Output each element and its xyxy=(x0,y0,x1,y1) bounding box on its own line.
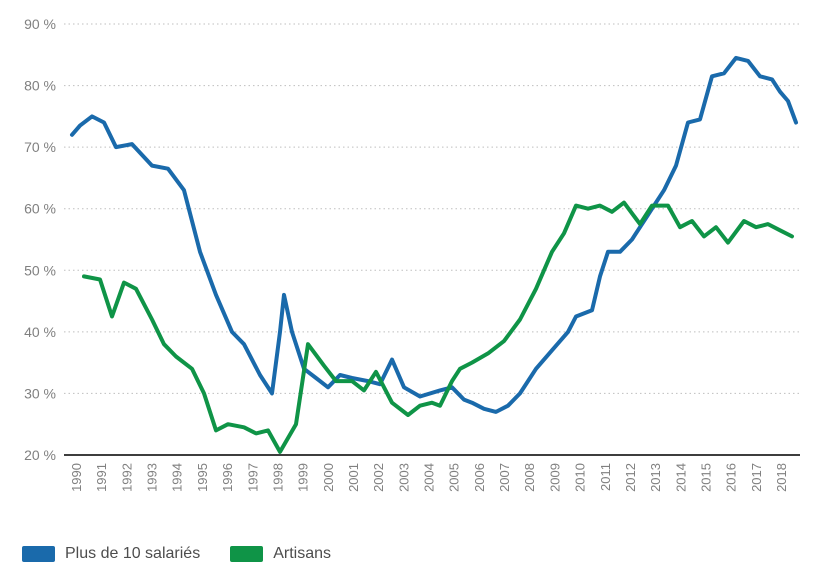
x-tick-label-2013: 2013 xyxy=(648,463,663,492)
legend-item-series-2: Artisans xyxy=(230,545,331,563)
x-tick-label-1995: 1995 xyxy=(195,463,210,492)
y-tick-label-40: 40 % xyxy=(24,324,56,340)
x-tick-label-1998: 1998 xyxy=(270,463,285,492)
x-tick-label-2010: 2010 xyxy=(573,463,588,492)
x-tick-label-1993: 1993 xyxy=(145,463,160,492)
y-tick-label-50: 50 % xyxy=(24,262,56,278)
x-tick-label-1994: 1994 xyxy=(170,463,185,492)
y-tick-label-80: 80 % xyxy=(24,78,56,94)
y-tick-label-30: 30 % xyxy=(24,385,56,401)
x-tick-label-1991: 1991 xyxy=(94,463,109,492)
legend-label-series-2: Artisans xyxy=(273,545,331,562)
x-tick-label-2000: 2000 xyxy=(321,463,336,492)
y-tick-label-60: 60 % xyxy=(24,201,56,217)
x-tick-label-1990: 1990 xyxy=(69,463,84,492)
legend-swatch-series-2 xyxy=(230,546,264,562)
series-line-1 xyxy=(70,55,798,414)
x-tick-label-1996: 1996 xyxy=(220,463,235,492)
legend-swatch-series-1 xyxy=(22,546,55,562)
x-tick-label-2014: 2014 xyxy=(673,463,688,492)
x-tick-label-2007: 2007 xyxy=(497,463,512,492)
x-tick-label-2001: 2001 xyxy=(346,463,361,492)
x-tick-label-2018: 2018 xyxy=(774,463,789,492)
x-tick-label-2004: 2004 xyxy=(422,463,437,492)
x-tick-label-2017: 2017 xyxy=(749,463,764,492)
y-tick-label-20: 20 % xyxy=(24,447,56,463)
x-tick-label-2002: 2002 xyxy=(371,463,386,492)
x-tick-label-2016: 2016 xyxy=(724,463,739,492)
x-tick-label-2008: 2008 xyxy=(522,463,537,492)
x-tick-label-2015: 2015 xyxy=(698,463,713,492)
x-tick-label-2011: 2011 xyxy=(598,463,613,491)
x-tick-label-2005: 2005 xyxy=(447,463,462,492)
y-tick-label-70: 70 % xyxy=(24,139,56,155)
x-tick-label-2006: 2006 xyxy=(472,463,487,492)
series-line-2 xyxy=(82,200,794,454)
x-tick-label-2009: 2009 xyxy=(547,463,562,492)
x-tick-label-1999: 1999 xyxy=(296,463,311,492)
x-tick-label-1997: 1997 xyxy=(245,463,260,492)
x-tick-label-1992: 1992 xyxy=(119,463,134,492)
legend-label-series-1: Plus de 10 salariés xyxy=(65,545,201,562)
legend-item-series-1: Plus de 10 salariés xyxy=(22,545,200,563)
y-tick-label-90: 90 % xyxy=(24,16,56,32)
legend: Plus de 10 salariés Artisans xyxy=(22,545,361,563)
x-tick-label-2003: 2003 xyxy=(396,463,411,492)
x-tick-label-2012: 2012 xyxy=(623,463,638,492)
